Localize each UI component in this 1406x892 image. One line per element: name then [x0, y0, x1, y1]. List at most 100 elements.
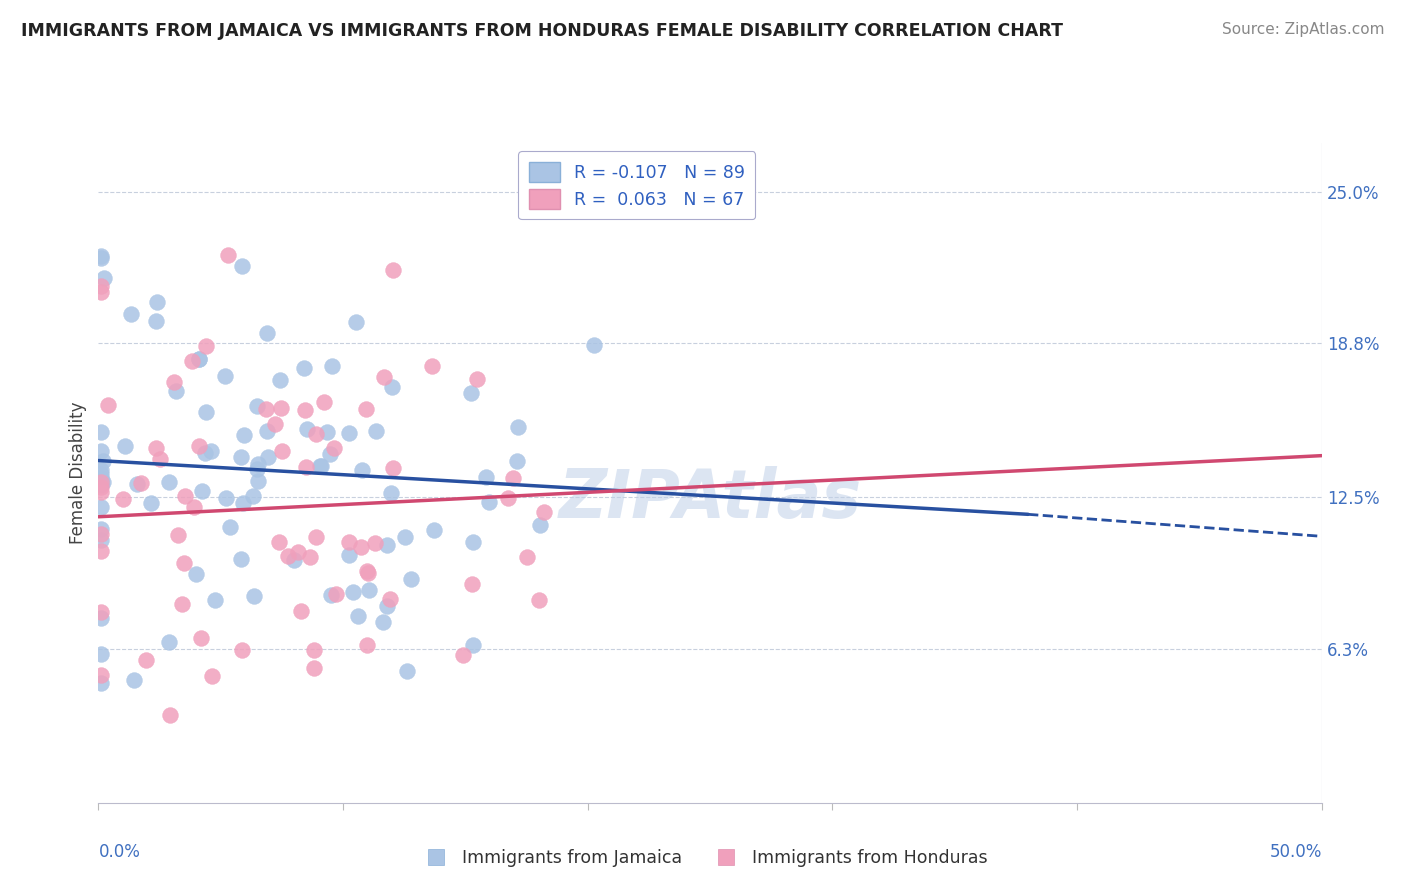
Point [217, 248, 239, 262]
Point [188, 439, 211, 453]
Point [190, 483, 212, 498]
Legend: R = -0.107   N = 89, R =  0.063   N = 67: R = -0.107 N = 89, R = 0.063 N = 67 [519, 152, 755, 219]
Point [377, 538, 399, 552]
Point [149, 451, 172, 466]
Point [325, 587, 347, 601]
Point [312, 395, 335, 409]
Point [364, 536, 387, 550]
Point [283, 553, 305, 567]
Point [93, 271, 115, 285]
Point [292, 361, 315, 376]
Point [366, 424, 388, 438]
Point [496, 491, 519, 505]
Point [382, 262, 405, 277]
Point [90, 480, 112, 494]
Point [460, 385, 482, 400]
Point [232, 496, 254, 510]
Point [90, 484, 112, 499]
Point [357, 566, 380, 580]
Point [231, 552, 253, 566]
Point [354, 401, 377, 416]
Point [184, 567, 207, 582]
Point [295, 422, 318, 436]
Point [287, 545, 309, 559]
Point [90, 251, 112, 265]
Point [90, 527, 112, 541]
Point [232, 428, 254, 442]
Point [90, 475, 112, 490]
Point [125, 477, 148, 491]
Point [159, 708, 181, 723]
Point [170, 597, 193, 611]
Point [375, 599, 398, 614]
Point [461, 535, 484, 549]
Point [506, 454, 529, 468]
Point [231, 642, 253, 657]
Point [356, 639, 378, 653]
Point [194, 405, 217, 419]
Point [135, 653, 157, 667]
Point [90, 478, 112, 492]
Point [337, 535, 360, 549]
Point [373, 615, 395, 630]
Point [97, 398, 120, 412]
Point [90, 533, 112, 547]
Point [347, 608, 370, 623]
Point [529, 517, 551, 532]
Point [129, 476, 152, 491]
Point [294, 460, 316, 475]
Point [90, 605, 112, 619]
Point [187, 352, 209, 367]
Point [122, 673, 145, 687]
Point [399, 572, 422, 586]
Point [243, 589, 266, 603]
Point [214, 369, 236, 384]
Point [465, 372, 488, 386]
Point [145, 314, 167, 328]
Text: IMMIGRANTS FROM JAMAICA VS IMMIGRANTS FROM HONDURAS FEMALE DISABILITY CORRELATIO: IMMIGRANTS FROM JAMAICA VS IMMIGRANTS FR… [21, 22, 1063, 40]
Point [194, 446, 217, 460]
Point [337, 426, 360, 441]
Point [190, 631, 212, 645]
Point [502, 471, 524, 485]
Point [356, 564, 378, 578]
Point [423, 523, 446, 537]
Point [181, 354, 204, 368]
Point [269, 535, 291, 549]
Point [246, 462, 269, 476]
Point [163, 376, 186, 390]
Point [256, 424, 278, 438]
Point [91, 454, 114, 468]
Point [352, 463, 374, 477]
Point [111, 491, 134, 506]
Point [378, 592, 401, 607]
Point [344, 315, 367, 329]
Point [290, 604, 312, 618]
Point [157, 635, 180, 649]
Point [508, 420, 530, 434]
Point [90, 475, 112, 489]
Point [194, 339, 217, 353]
Point [247, 458, 270, 472]
Point [270, 401, 292, 416]
Point [342, 585, 364, 599]
Point [218, 520, 240, 534]
Point [309, 458, 332, 473]
Point [420, 359, 443, 374]
Point [201, 669, 224, 683]
Point [246, 399, 269, 413]
Point [120, 307, 142, 321]
Point [183, 500, 205, 515]
Point [231, 260, 253, 274]
Point [323, 441, 346, 455]
Point [215, 491, 238, 506]
Point [269, 373, 291, 387]
Point [91, 475, 114, 490]
Point [146, 294, 169, 309]
Point [395, 664, 418, 678]
Point [145, 442, 167, 456]
Point [478, 495, 501, 509]
Point [264, 417, 287, 431]
Point [114, 439, 136, 453]
Point [200, 444, 222, 458]
